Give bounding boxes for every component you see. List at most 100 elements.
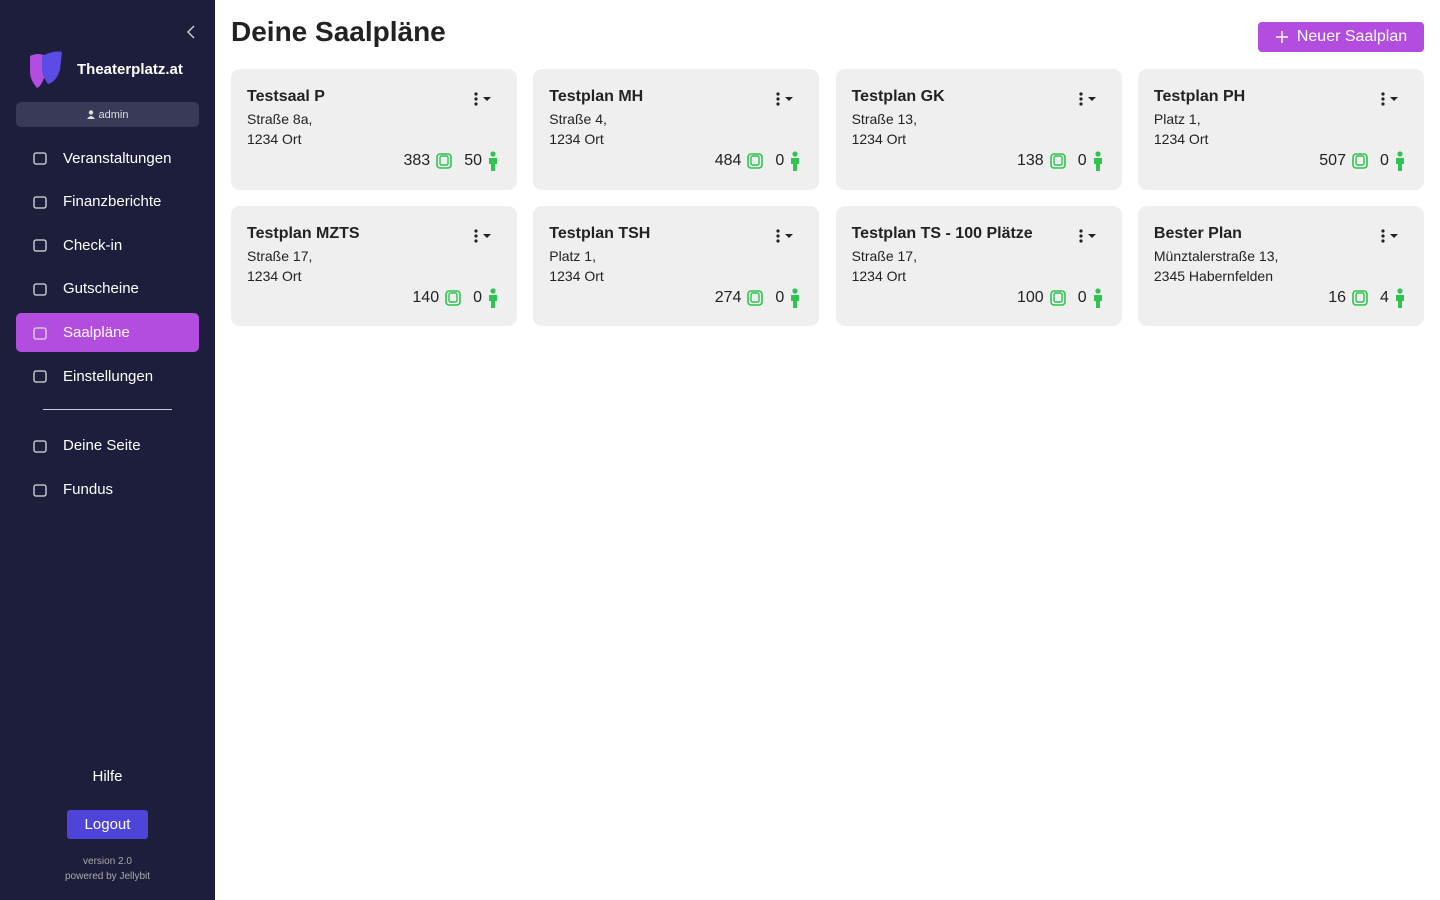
plan-card[interactable]: Testplan PH Platz 1, 1234 Ort 507 0	[1137, 69, 1424, 190]
plan-menu[interactable]	[775, 92, 797, 111]
nav-icon	[33, 483, 47, 497]
nav-icon	[33, 370, 47, 383]
page-title: Deine Saalpläne	[231, 16, 446, 47]
plan-address: Straße 17,	[247, 248, 313, 264]
nav-icon	[33, 283, 47, 296]
nav-icon	[33, 439, 47, 453]
brand: Theaterplatz.at	[77, 61, 183, 78]
plan-address: 1234 Ort	[1153, 131, 1209, 147]
nav-item[interactable]: Finanzberichte	[16, 182, 199, 221]
seat-count: 274	[714, 289, 742, 306]
new-plan-button[interactable]: Neuer Saalplan	[1258, 22, 1424, 52]
standing-count: 0	[1379, 152, 1389, 169]
plan-card[interactable]: Testplan MH Straße 4, 1234 Ort 484 0	[533, 69, 820, 190]
sidebar: Theaterplatz.at admin Veranstaltungen Fin…	[0, 0, 215, 900]
plan-card[interactable]: Bester Plan Münztalerstraße 13, 2345 Haber…	[1137, 206, 1424, 326]
nav-item[interactable]: Einstellungen	[16, 357, 199, 396]
plan-stats: 484 0	[715, 151, 802, 171]
plan-name: Testplan TS - 100 Plätze	[851, 225, 1033, 242]
standing-icon	[489, 288, 497, 308]
nav-label: Gutscheine	[63, 280, 139, 298]
seat-count: 138	[1016, 152, 1044, 169]
standing-icon	[489, 151, 497, 171]
seat-icon	[1352, 153, 1368, 169]
plan-address: 1234 Ort	[247, 268, 302, 284]
plan-stats: 138 0	[1017, 151, 1104, 171]
version: version 2.0	[83, 856, 132, 867]
plan-address: 1234 Ort	[851, 268, 907, 284]
help-link[interactable]: Hilfe	[92, 768, 123, 785]
plan-stats: 16 4	[1328, 288, 1406, 308]
nav-item[interactable]: Deine Seite	[16, 426, 199, 465]
plan-address: 1234 Ort	[851, 131, 907, 147]
logo	[30, 51, 62, 88]
plan-card[interactable]: Testplan TSH Platz 1, 1234 Ort 274 0	[533, 206, 820, 326]
seat-count: 140	[412, 289, 440, 306]
plan-menu[interactable]	[473, 229, 495, 248]
nav-item[interactable]: Check-in	[16, 226, 199, 265]
plan-card[interactable]: Testsaal P Straße 8a, 1234 Ort 383 50	[231, 69, 517, 190]
seat-count: 16	[1328, 289, 1346, 306]
seat-count: 484	[714, 152, 742, 169]
divider	[43, 409, 172, 410]
nav-item[interactable]: Veranstaltungen	[16, 139, 199, 178]
standing-icon	[791, 288, 800, 308]
plan-address: 1234 Ort	[549, 268, 604, 284]
powered-by: powered by Jellybit	[64, 871, 151, 882]
standing-icon	[1093, 151, 1102, 171]
standing-icon	[1395, 288, 1404, 308]
logout-button[interactable]: Logout	[67, 810, 148, 839]
nav-icon	[33, 326, 47, 340]
nav-label: Saalpläne	[63, 324, 130, 341]
standing-count: 0	[1077, 289, 1087, 306]
nav-label: Finanzberichte	[63, 193, 162, 211]
plan-address: Straße 4,	[549, 111, 607, 127]
standing-count: 0	[1077, 152, 1087, 169]
seat-count: 100	[1016, 289, 1044, 306]
nav-label: Einstellungen	[63, 367, 154, 385]
nav-item[interactable]: Saalpläne	[16, 313, 199, 352]
nav-label: Deine Seite	[63, 437, 141, 454]
plan-address: Straße 17,	[851, 248, 917, 264]
nav-label: Check-in	[63, 236, 123, 254]
plan-address: 1234 Ort	[549, 131, 604, 147]
plan-address: Platz 1,	[549, 248, 596, 264]
user-badge: admin	[16, 102, 199, 127]
seat-icon	[747, 153, 764, 169]
plan-stats: 140 0	[412, 288, 499, 308]
plan-name: Testsaal P	[247, 88, 325, 105]
standing-count: 0	[775, 152, 785, 169]
plan-card[interactable]: Testplan GK Straße 13, 1234 Ort 138 0	[835, 69, 1122, 190]
plan-address: Münztalerstraße 13,	[1153, 248, 1279, 264]
collapse-button[interactable]	[185, 24, 199, 40]
standing-count: 4	[1379, 289, 1389, 306]
plan-menu[interactable]	[473, 92, 495, 111]
nav-item[interactable]: Gutscheine	[16, 269, 199, 308]
plan-menu[interactable]	[1380, 92, 1402, 111]
plan-stats: 507 0	[1319, 151, 1406, 171]
plan-address: Straße 13,	[851, 111, 917, 127]
standing-icon	[1395, 151, 1404, 171]
plan-menu[interactable]	[1380, 229, 1402, 248]
plan-menu[interactable]	[775, 229, 797, 248]
plan-name: Testplan GK	[851, 88, 945, 105]
plan-menu[interactable]	[1078, 92, 1100, 111]
plan-name: Testplan TSH	[549, 225, 651, 242]
seat-icon	[1049, 153, 1066, 169]
plan-card[interactable]: Testplan MZTS Straße 17, 1234 Ort 140 0	[231, 206, 517, 326]
nav-item[interactable]: Fundus	[16, 470, 199, 509]
plan-stats: 383 50	[404, 151, 500, 171]
plan-card[interactable]: Testplan TS - 100 Plätze Straße 17, 1234 O…	[835, 206, 1122, 326]
plan-stats: 100 0	[1017, 288, 1104, 308]
nav-icon	[33, 239, 47, 252]
plan-address: Platz 1,	[1153, 111, 1201, 127]
plan-stats: 274 0	[715, 288, 802, 308]
standing-count: 0	[775, 289, 785, 306]
plan-menu[interactable]	[1078, 229, 1100, 248]
plan-address: 1234 Ort	[247, 131, 302, 147]
plan-address: 2345 Habernfelden	[1153, 268, 1273, 284]
standing-count: 50	[464, 152, 482, 169]
user-name: admin	[98, 108, 129, 121]
